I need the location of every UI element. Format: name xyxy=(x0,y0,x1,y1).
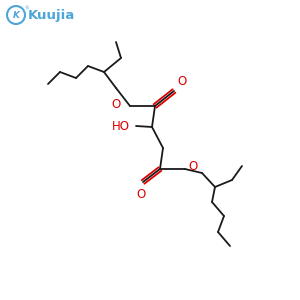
Text: O: O xyxy=(112,98,121,112)
Text: Kuujia: Kuujia xyxy=(28,8,75,22)
Text: HO: HO xyxy=(112,119,130,133)
Text: O: O xyxy=(177,75,186,88)
Text: O: O xyxy=(136,188,146,201)
Text: ®: ® xyxy=(24,7,29,11)
Text: K: K xyxy=(13,11,20,20)
Text: O: O xyxy=(188,160,197,173)
